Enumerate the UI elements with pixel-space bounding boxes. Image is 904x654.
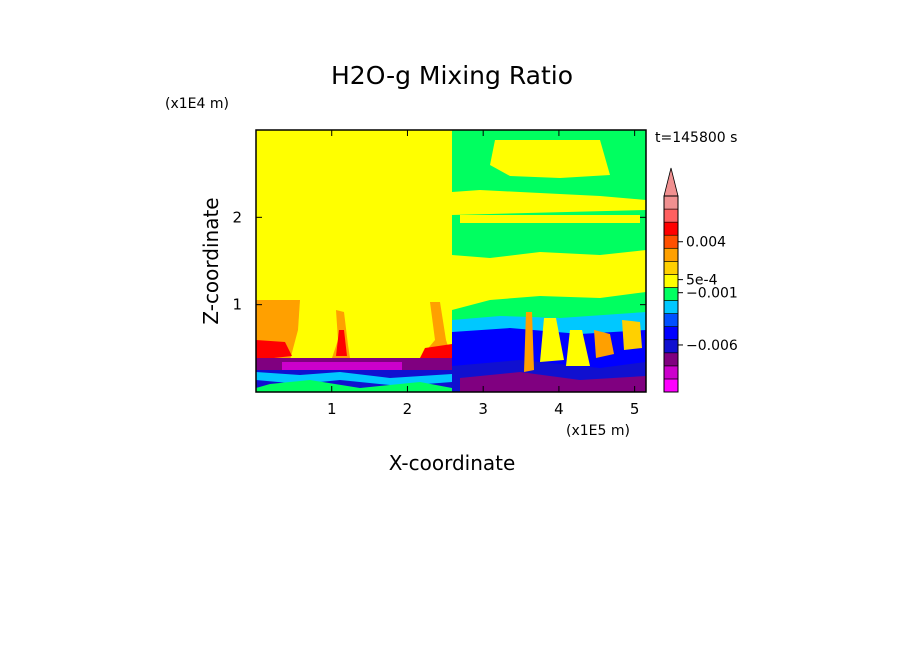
field-region-left-surface-green [256,380,452,392]
colorbar-swatch [663,221,679,236]
colorbar-swatch [663,261,679,275]
colorbar-label: 5e-4 [686,273,718,289]
y-tick-label: 1 [232,296,242,314]
x-tick-label: 5 [630,400,640,418]
contour-field [256,130,646,392]
colorbar-swatch [663,313,679,327]
plot-frame [255,129,647,393]
colorbar-swatch [663,195,679,210]
colorbar-extend-arrow [663,167,679,197]
x-ticks: 1 2 3 4 5 [327,130,639,418]
colorbar-swatch [663,247,679,262]
colorbar-frame [663,195,679,393]
colorbar-swatch [663,234,679,249]
time-label: t=145800 s [655,130,737,146]
x-tick-label: 3 [478,400,488,418]
field-region-spike-left-core [336,330,347,356]
colorbar-swatch [663,274,679,288]
field-region-left-plume-orange [420,302,452,358]
field-region-left-plume-red [420,344,452,358]
field-region-left-red [256,340,292,360]
field-region-right-plume-2 [540,318,564,362]
colorbar-swatch [663,287,679,301]
field-region-right-plume-4 [594,330,614,358]
field-region-right-top-yellow [490,140,610,178]
field-region-right-plume-5 [622,320,642,350]
y-scale-label: (x1E4 m) [165,96,229,112]
colorbar: 0.004 5e-4−0.001 −0.006 [663,167,738,393]
y-axis-label: Z-coordinate [199,197,223,324]
field-region-left-magenta [282,362,402,370]
colorbar-label: −0.001 [686,286,738,302]
field-region-right-surface-purple [460,372,646,392]
y-tick-label: 2 [232,208,242,226]
colorbar-swatch [663,326,679,341]
x-tick-label: 2 [403,400,413,418]
colorbar-swatch [663,352,679,367]
x-tick-label: 1 [327,400,337,418]
x-tick-label: 4 [554,400,564,418]
field-region-right-plume-3 [566,330,590,366]
colorbar-swatch [663,339,679,354]
y-ticks: 12 [232,208,646,314]
colorbar-swatch [663,365,679,380]
x-scale-label: (x1E5 m) [566,423,630,439]
colorbar-label: −0.006 [686,338,738,354]
field-region-right-mid-yellow [460,215,640,223]
colorbar-swatch [663,378,679,393]
x-axis-label: X-coordinate [389,451,516,475]
colorbar-label: 0.004 [686,235,726,251]
field-region-right-plume-1 [524,312,534,372]
colorbar-swatch [663,300,679,314]
colorbar-swatch [663,208,679,223]
chart-title: H2O-g Mixing Ratio [331,61,573,90]
